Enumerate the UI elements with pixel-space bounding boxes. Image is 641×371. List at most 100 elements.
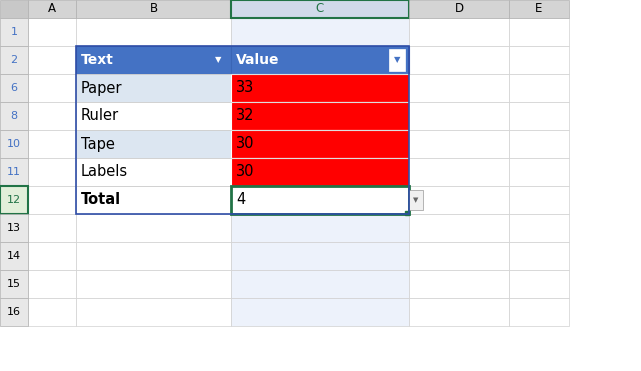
Text: E: E	[535, 3, 543, 16]
Bar	[28, 270, 76, 298]
Bar	[0, 242, 28, 270]
Text: ▼: ▼	[413, 197, 419, 203]
Bar	[28, 186, 76, 214]
Bar	[0, 298, 28, 326]
Bar	[509, 298, 569, 326]
Bar	[0, 74, 28, 102]
Bar	[231, 46, 409, 74]
Text: C: C	[316, 3, 324, 16]
Text: Tape: Tape	[81, 137, 115, 151]
Bar	[409, 214, 509, 242]
Bar	[231, 186, 409, 214]
Text: B: B	[149, 3, 158, 16]
Bar	[0, 130, 28, 158]
Bar	[28, 298, 76, 326]
Text: 32: 32	[236, 108, 254, 124]
Bar	[28, 130, 76, 158]
Bar	[231, 74, 409, 102]
Bar	[231, 158, 409, 186]
Bar	[509, 130, 569, 158]
Bar	[231, 102, 409, 130]
Bar	[28, 74, 76, 102]
Text: 16: 16	[7, 307, 21, 317]
Bar	[0, 270, 28, 298]
Bar	[28, 242, 76, 270]
Text: 1: 1	[10, 27, 17, 37]
Bar	[28, 0, 76, 18]
Bar	[28, 18, 76, 46]
Bar	[409, 130, 509, 158]
Bar	[76, 186, 231, 214]
Bar	[231, 102, 409, 130]
Bar	[0, 0, 28, 18]
Text: 2: 2	[10, 55, 17, 65]
Bar	[231, 186, 409, 214]
Text: Value: Value	[236, 53, 279, 67]
Bar	[509, 214, 569, 242]
Bar	[76, 214, 231, 242]
Bar	[28, 46, 76, 74]
Bar	[76, 242, 231, 270]
Bar	[28, 158, 76, 186]
Text: Text: Text	[81, 53, 114, 67]
Bar	[76, 270, 231, 298]
Bar	[509, 270, 569, 298]
Bar	[76, 102, 231, 130]
Bar	[231, 130, 409, 158]
Text: A: A	[48, 3, 56, 16]
Text: Paper: Paper	[81, 81, 122, 95]
Bar	[409, 0, 509, 18]
Bar	[509, 102, 569, 130]
Text: 6: 6	[10, 83, 17, 93]
Bar	[28, 214, 76, 242]
Text: 13: 13	[7, 223, 21, 233]
Bar	[231, 158, 409, 186]
Bar	[409, 298, 509, 326]
Bar	[409, 190, 423, 210]
Text: 11: 11	[7, 167, 21, 177]
Text: D: D	[454, 3, 463, 16]
Text: 15: 15	[7, 279, 21, 289]
Bar	[231, 74, 409, 102]
Bar	[76, 0, 231, 18]
Bar	[76, 74, 231, 102]
Bar	[509, 0, 569, 18]
Text: 10: 10	[7, 139, 21, 149]
Bar	[0, 158, 28, 186]
Bar	[389, 49, 405, 71]
Bar	[76, 130, 231, 158]
Bar	[409, 242, 509, 270]
Text: Ruler: Ruler	[81, 108, 119, 124]
Text: ▼: ▼	[215, 56, 221, 65]
Bar	[409, 158, 509, 186]
Text: 8: 8	[10, 111, 17, 121]
Bar	[76, 46, 409, 214]
Text: ▼: ▼	[392, 55, 400, 65]
Bar	[0, 18, 28, 46]
Bar	[76, 158, 231, 186]
Bar	[409, 46, 509, 74]
Text: 12: 12	[7, 195, 21, 205]
Bar	[0, 102, 28, 130]
Text: Labels: Labels	[81, 164, 128, 180]
Bar	[409, 270, 509, 298]
Bar	[76, 186, 231, 214]
Bar	[231, 242, 409, 270]
Text: 30: 30	[236, 164, 254, 180]
Bar	[231, 18, 409, 46]
Bar	[509, 74, 569, 102]
Text: Total: Total	[81, 193, 121, 207]
Bar	[28, 102, 76, 130]
Bar	[76, 298, 231, 326]
Bar	[231, 46, 409, 74]
Bar	[76, 46, 231, 74]
Text: 33: 33	[236, 81, 254, 95]
Bar	[76, 130, 231, 158]
Bar	[231, 214, 409, 242]
Bar	[509, 186, 569, 214]
Bar	[76, 102, 231, 130]
Bar	[76, 18, 231, 46]
Bar	[509, 158, 569, 186]
Bar	[0, 214, 28, 242]
Text: 30: 30	[236, 137, 254, 151]
